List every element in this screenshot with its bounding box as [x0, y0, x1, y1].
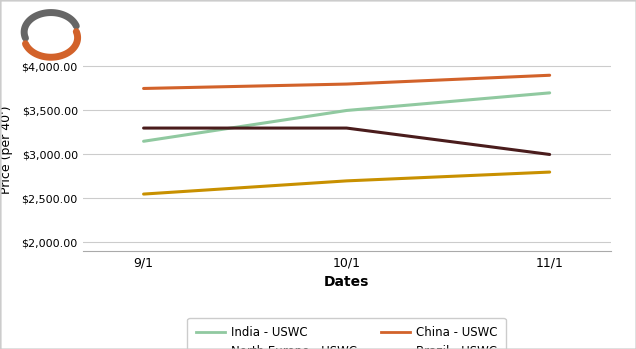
Y-axis label: Price (per 40'): Price (per 40') — [0, 106, 13, 194]
X-axis label: Dates: Dates — [324, 275, 370, 289]
Legend: India - USWC, North Europe - USWC, China - USWC, Brazil - USWC: India - USWC, North Europe - USWC, China… — [188, 318, 506, 349]
